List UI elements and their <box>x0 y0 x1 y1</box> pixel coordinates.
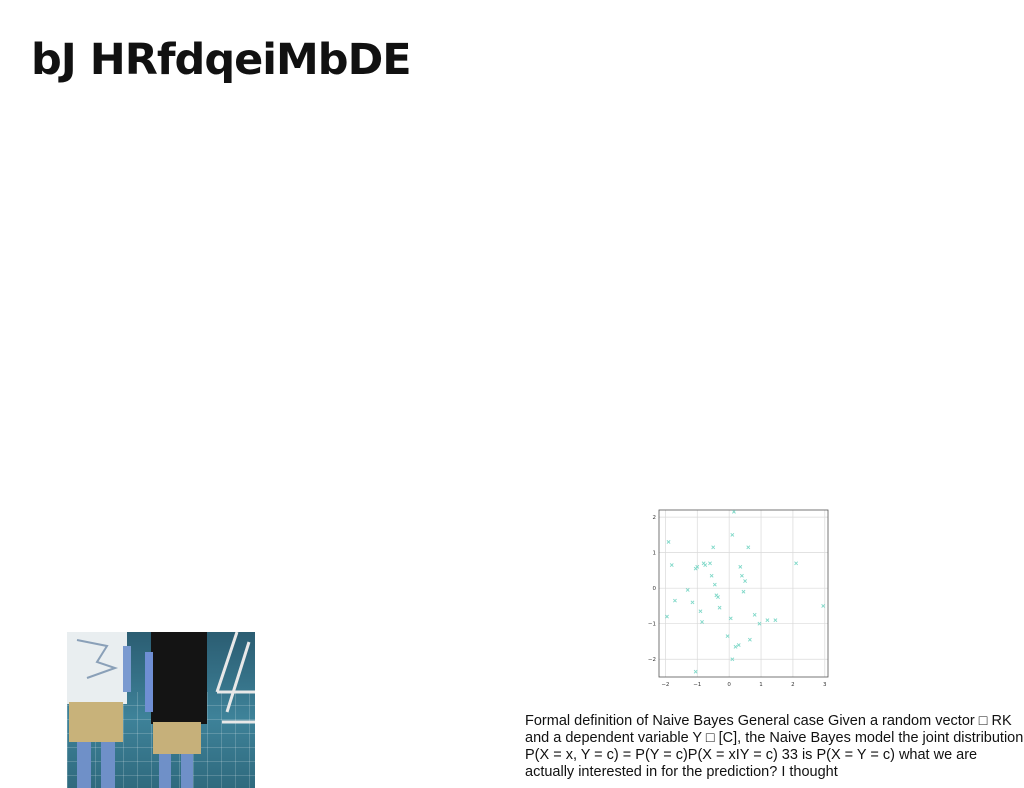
scatter-point <box>698 609 703 614</box>
x-tick-label: 1 <box>759 682 763 688</box>
scatter-point <box>669 563 674 567</box>
scatter-point <box>685 588 690 592</box>
scatter-point <box>695 564 700 569</box>
x-tick-label: −1 <box>693 682 701 688</box>
photo-black-shirt <box>151 632 207 724</box>
scatter-point <box>746 545 751 550</box>
y-tick-label: −1 <box>648 622 656 628</box>
scatter-point <box>700 620 704 624</box>
plot-ticks: −2 −1 0 1 2 3 2 1 0 −1 −2 <box>648 515 827 688</box>
scatter-point <box>757 621 762 626</box>
y-tick-label: −2 <box>648 657 656 663</box>
scatter-point <box>703 563 708 567</box>
x-tick-label: −2 <box>661 682 669 688</box>
scatter-point <box>665 614 669 619</box>
y-tick-label: 2 <box>653 515 657 521</box>
photo-figures <box>67 632 255 788</box>
photo-leg <box>159 754 171 788</box>
scatter-point <box>690 600 695 605</box>
scatter-point <box>730 657 735 662</box>
scatter-point <box>821 604 826 608</box>
scatter-point <box>711 545 716 550</box>
photo-shirt-print <box>76 639 119 679</box>
scatter-point <box>716 595 720 599</box>
photo-arm <box>145 652 153 712</box>
scatter-point <box>765 618 770 623</box>
scatter-point <box>730 532 735 537</box>
photo-metal-rack <box>215 632 255 724</box>
scatter-point <box>736 643 741 647</box>
page-title: bJ HRfdqeiMbDE <box>31 35 412 85</box>
scatter-point <box>732 509 736 514</box>
scatter-point <box>717 605 722 610</box>
photo-khaki-shorts <box>69 702 123 742</box>
slide-caption: Formal definition of Naive Bayes General… <box>525 713 1024 780</box>
photo-leg <box>181 754 193 788</box>
scatter-point <box>739 573 744 578</box>
plot-frame <box>658 509 829 678</box>
photo-two-people-standing <box>67 632 255 788</box>
scatter-point <box>693 669 698 674</box>
photo-leg <box>77 742 91 788</box>
y-tick-label: 0 <box>653 586 657 592</box>
x-tick-label: 0 <box>727 682 731 688</box>
photo-white-shirt <box>67 632 127 704</box>
y-tick-label: 1 <box>653 551 657 557</box>
scatter-plot: −2 −1 0 1 2 3 2 1 0 −1 −2 <box>648 509 829 688</box>
scatter-point <box>794 561 799 566</box>
scatter-point <box>738 564 743 569</box>
x-tick-label: 3 <box>823 682 827 688</box>
scatter-point <box>773 618 778 623</box>
scatter-point <box>673 598 677 603</box>
scatter-point <box>712 582 717 587</box>
scatter-point <box>666 540 671 544</box>
scatter-point <box>708 561 712 566</box>
scatter-point <box>741 589 746 594</box>
scatter-point <box>709 573 714 578</box>
plot-points <box>665 509 826 674</box>
x-tick-label: 2 <box>791 682 795 688</box>
scatter-point <box>728 616 733 621</box>
scatter-point <box>725 634 730 639</box>
scatter-point <box>747 637 752 642</box>
scatter-point <box>733 644 738 649</box>
scatter-point <box>752 612 757 617</box>
plot-grid <box>659 510 828 677</box>
photo-arm <box>123 646 131 692</box>
photo-khaki-shorts <box>153 722 201 754</box>
scatter-point <box>743 579 748 583</box>
photo-leg <box>101 742 115 788</box>
